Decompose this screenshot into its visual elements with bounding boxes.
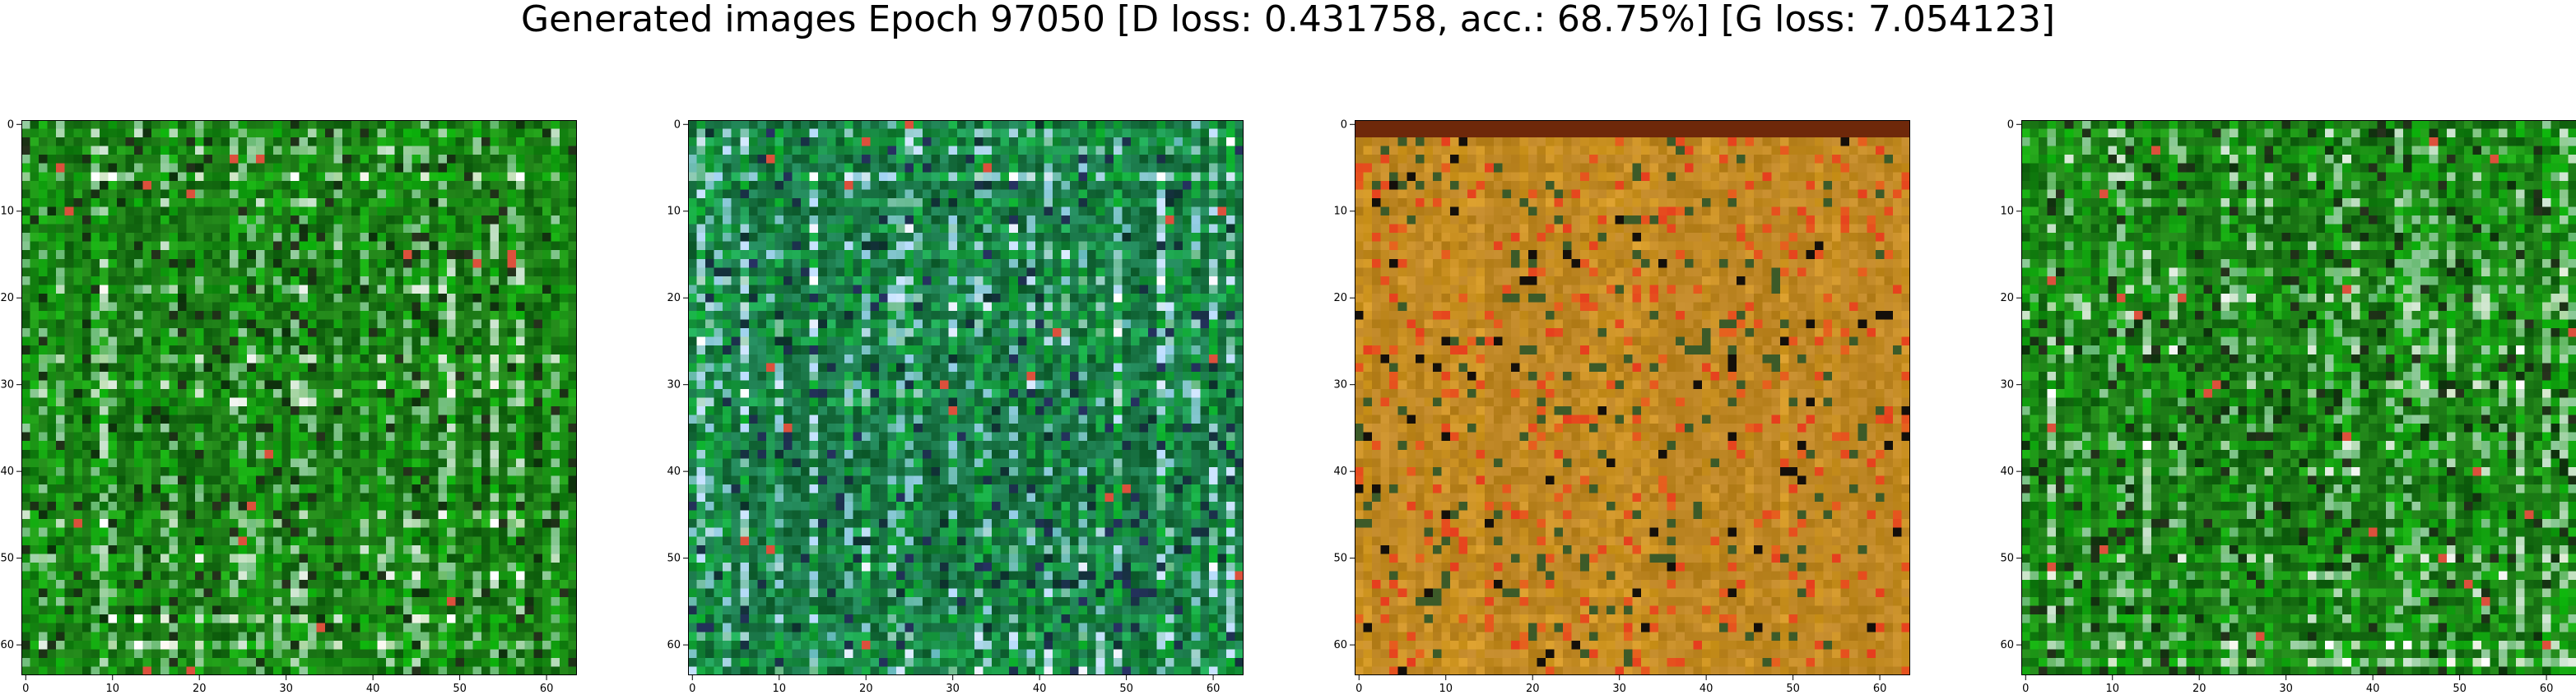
axes-ticks: 0 10 20 30 40 50 60 0 10 20 30 40 50 60 — [0, 118, 554, 695]
axes-ticks: 0 10 20 30 40 50 60 0 10 20 30 40 50 60 — [1333, 118, 1887, 695]
x-tick-label: 30 — [279, 683, 293, 695]
y-tick-label: 10 — [667, 206, 681, 218]
y-tick-label: 60 — [2000, 639, 2014, 651]
y-tick-label: 20 — [1333, 292, 1347, 304]
y-tick-label: 30 — [0, 379, 14, 392]
x-tick-label: 50 — [2453, 683, 2467, 695]
x-tick-label: 60 — [540, 683, 554, 695]
x-tick-label: 40 — [1033, 683, 1047, 695]
axes-ticks: 0 10 20 30 40 50 60 0 10 20 30 40 50 60 — [667, 118, 1221, 695]
x-tick-label: 20 — [2192, 683, 2206, 695]
image-panel-2: 0 10 20 30 40 50 60 0 10 20 30 40 50 60 — [667, 115, 1244, 695]
y-tick-label: 10 — [1333, 206, 1347, 218]
image-panel-3: 0 10 20 30 40 50 60 0 10 20 30 40 50 60 — [1333, 115, 1910, 695]
y-tick-label: 20 — [667, 292, 681, 304]
x-tick-label: 50 — [1786, 683, 1800, 695]
x-tick-label: 40 — [366, 683, 380, 695]
y-tick-label: 40 — [1333, 466, 1347, 478]
y-tick-label: 40 — [2000, 466, 2014, 478]
generated-image-4 — [2021, 120, 2576, 675]
x-tick-label: 0 — [22, 683, 29, 695]
y-tick-label: 30 — [1333, 379, 1347, 392]
y-tick-label: 30 — [667, 379, 681, 392]
figure-title: Generated images Epoch 97050 [D loss: 0.… — [520, 0, 2056, 40]
y-tick-label: 40 — [0, 466, 14, 478]
y-tick-label: 40 — [667, 466, 681, 478]
y-tick-label: 60 — [1333, 639, 1347, 651]
generated-image-2 — [688, 120, 1244, 675]
x-tick-label: 10 — [2105, 683, 2119, 695]
y-tick-label: 50 — [667, 553, 681, 565]
y-tick-label: 20 — [0, 292, 14, 304]
x-tick-label: 20 — [859, 683, 873, 695]
x-tick-label: 30 — [1612, 683, 1626, 695]
y-tick-label: 50 — [0, 553, 14, 565]
x-tick-label: 20 — [1526, 683, 1540, 695]
x-tick-label: 0 — [689, 683, 695, 695]
x-tick-label: 0 — [2022, 683, 2029, 695]
x-tick-label: 50 — [1119, 683, 1133, 695]
y-tick-label: 50 — [1333, 553, 1347, 565]
y-tick-label: 0 — [7, 118, 14, 131]
x-tick-label: 30 — [2279, 683, 2293, 695]
y-tick-label: 30 — [2000, 379, 2014, 392]
x-tick-label: 40 — [2366, 683, 2380, 695]
axes-ticks: 0 10 20 30 40 50 60 0 10 20 30 40 50 60 — [2000, 118, 2554, 695]
y-tick-label: 60 — [667, 639, 681, 651]
image-panel-4: 0 10 20 30 40 50 60 0 10 20 30 40 50 60 — [2000, 115, 2576, 695]
x-tick-label: 40 — [1700, 683, 1713, 695]
y-tick-label: 20 — [2000, 292, 2014, 304]
x-tick-label: 30 — [946, 683, 960, 695]
y-tick-label: 0 — [1341, 118, 1347, 131]
y-tick-label: 0 — [674, 118, 681, 131]
x-tick-label: 20 — [193, 683, 207, 695]
y-tick-label: 10 — [2000, 206, 2014, 218]
image-panel-1: 0 10 20 30 40 50 60 0 10 20 30 40 50 60 — [0, 115, 577, 695]
x-tick-label: 60 — [2540, 683, 2554, 695]
x-tick-label: 10 — [105, 683, 119, 695]
x-tick-label: 0 — [1355, 683, 1362, 695]
x-tick-label: 60 — [1207, 683, 1221, 695]
generated-image-1 — [21, 120, 577, 675]
y-tick-label: 60 — [0, 639, 14, 651]
x-tick-label: 60 — [1873, 683, 1887, 695]
x-tick-label: 10 — [1439, 683, 1453, 695]
y-tick-label: 10 — [0, 206, 14, 218]
x-tick-label: 50 — [453, 683, 467, 695]
x-tick-label: 10 — [772, 683, 786, 695]
y-tick-label: 0 — [2007, 118, 2014, 131]
y-tick-label: 50 — [2000, 553, 2014, 565]
generated-image-3 — [1355, 120, 1910, 675]
